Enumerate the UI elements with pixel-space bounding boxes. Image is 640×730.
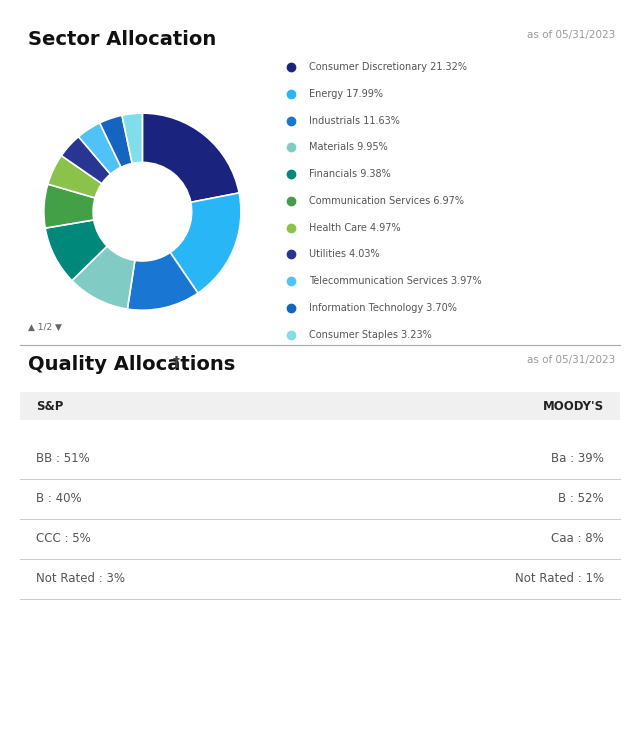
- Wedge shape: [48, 155, 102, 198]
- Text: MOODY'S: MOODY'S: [543, 399, 604, 412]
- Text: Industrials 11.63%: Industrials 11.63%: [308, 115, 399, 126]
- Text: BB : 51%: BB : 51%: [36, 453, 90, 466]
- Text: CCC : 5%: CCC : 5%: [36, 532, 91, 545]
- Text: Not Rated : 3%: Not Rated : 3%: [36, 572, 125, 585]
- Text: Energy 17.99%: Energy 17.99%: [308, 89, 383, 99]
- Wedge shape: [127, 253, 198, 310]
- Text: Health Care 4.97%: Health Care 4.97%: [308, 223, 400, 233]
- Wedge shape: [45, 220, 107, 280]
- Text: Quality Allocations: Quality Allocations: [28, 355, 236, 374]
- Text: Consumer Staples 3.23%: Consumer Staples 3.23%: [308, 329, 431, 339]
- Wedge shape: [72, 246, 135, 309]
- Text: Utilities 4.03%: Utilities 4.03%: [308, 250, 380, 259]
- Wedge shape: [142, 113, 239, 202]
- Text: B : 40%: B : 40%: [36, 493, 82, 505]
- Text: S&P: S&P: [36, 399, 63, 412]
- Text: Consumer Discretionary 21.32%: Consumer Discretionary 21.32%: [308, 62, 467, 72]
- Text: as of 05/31/2023: as of 05/31/2023: [527, 30, 615, 40]
- Text: as of 05/31/2023: as of 05/31/2023: [527, 355, 615, 365]
- Text: Caa : 8%: Caa : 8%: [551, 532, 604, 545]
- Text: Telecommunication Services 3.97%: Telecommunication Services 3.97%: [308, 276, 481, 286]
- Text: Ba : 39%: Ba : 39%: [551, 453, 604, 466]
- Text: ▲ 1/2 ▼: ▲ 1/2 ▼: [28, 323, 62, 332]
- Wedge shape: [122, 113, 143, 164]
- Text: Information Technology 3.70%: Information Technology 3.70%: [308, 303, 456, 313]
- Text: Financials 9.38%: Financials 9.38%: [308, 169, 390, 179]
- Text: Communication Services 6.97%: Communication Services 6.97%: [308, 196, 463, 206]
- Text: Materials 9.95%: Materials 9.95%: [308, 142, 387, 153]
- Wedge shape: [79, 123, 121, 174]
- Wedge shape: [61, 137, 111, 184]
- Wedge shape: [170, 193, 241, 293]
- Text: Sector Allocation: Sector Allocation: [28, 30, 216, 49]
- FancyBboxPatch shape: [20, 392, 620, 420]
- Text: B : 52%: B : 52%: [558, 493, 604, 505]
- Text: †: †: [173, 355, 180, 369]
- Wedge shape: [100, 115, 132, 167]
- Text: Not Rated : 1%: Not Rated : 1%: [515, 572, 604, 585]
- Wedge shape: [44, 184, 95, 228]
